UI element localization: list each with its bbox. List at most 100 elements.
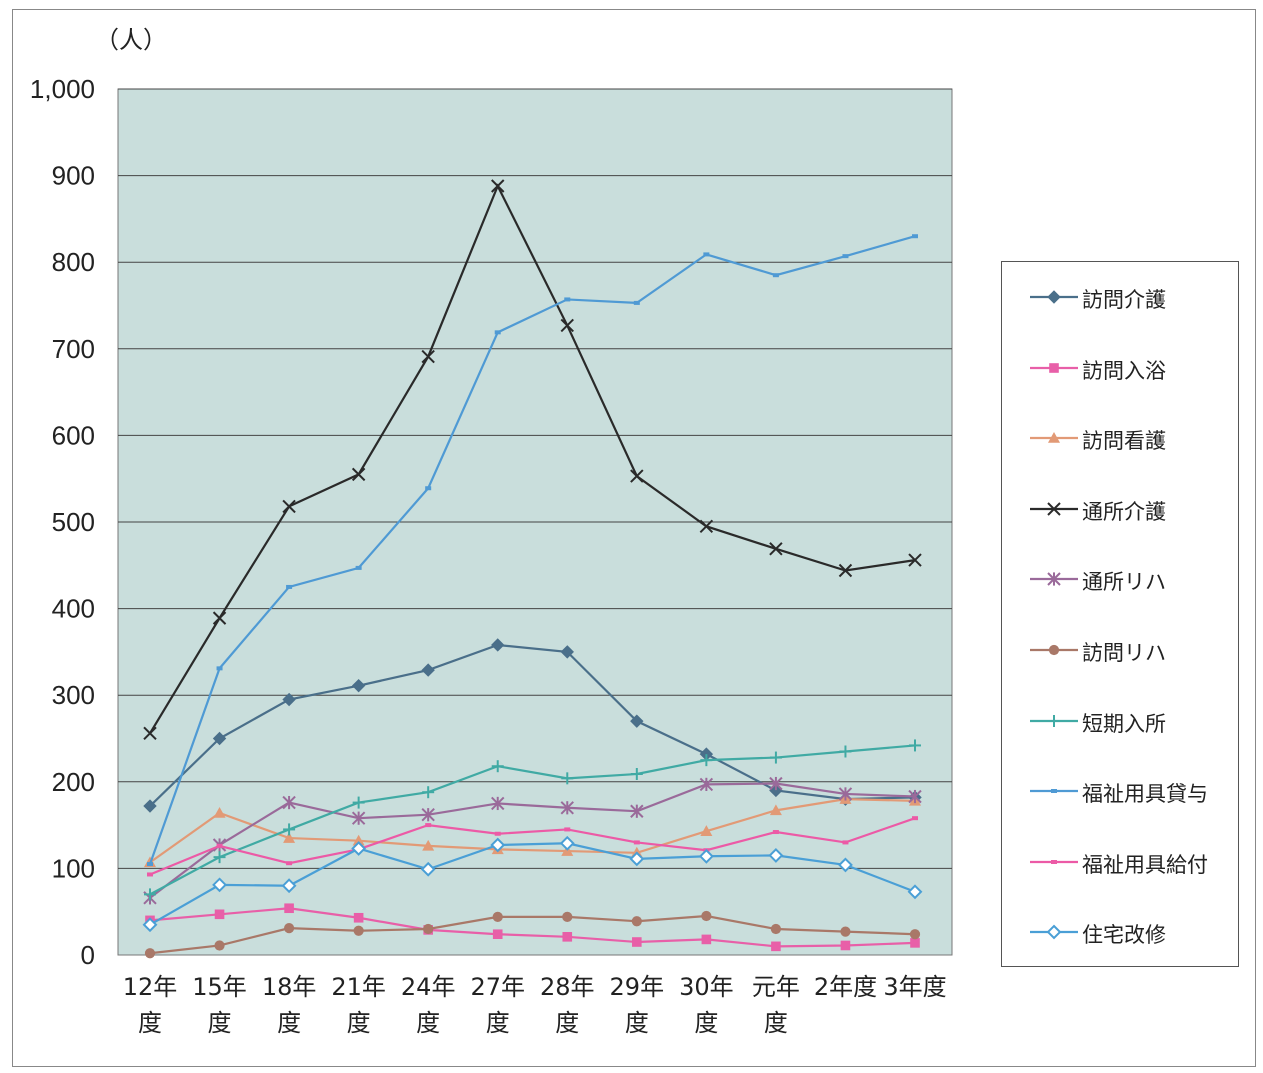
data-point	[564, 297, 571, 302]
data-point	[213, 851, 226, 864]
data-point	[282, 795, 296, 810]
y-tick-label: 100	[52, 853, 95, 883]
legend-label: 住宅改修	[1082, 923, 1166, 948]
x-tick-label-line2: 度	[555, 1009, 579, 1037]
data-point	[282, 692, 296, 707]
data-point	[213, 806, 226, 818]
legend-item: 訪問介護	[1002, 278, 1238, 318]
data-point	[286, 861, 293, 866]
x-tick-label: 27年	[470, 973, 525, 1001]
data-point	[144, 948, 156, 959]
x-tick-label-line2: 度	[694, 1009, 718, 1037]
x-tick-label-line2: 度	[138, 1009, 162, 1037]
legend-label: 訪問看護	[1082, 429, 1166, 454]
series-line	[149, 842, 916, 926]
data-point	[491, 760, 504, 773]
data-point	[143, 799, 157, 813]
y-tick-label: 0	[81, 940, 95, 970]
y-tick-label: 200	[52, 767, 95, 797]
series-住宅改修	[142, 835, 923, 933]
x-tick-label: 30年	[679, 973, 734, 1001]
data-point	[421, 349, 435, 364]
y-tick-label: 500	[52, 507, 95, 537]
series-通所介護	[143, 179, 922, 741]
y-tick-label: 1,000	[30, 74, 95, 104]
data-point	[559, 835, 575, 851]
data-point	[698, 848, 714, 864]
y-tick-label: 800	[52, 247, 95, 277]
data-point	[351, 841, 367, 856]
data-point	[283, 823, 296, 836]
data-point	[286, 584, 293, 589]
series-短期入所	[144, 739, 921, 901]
gridlines	[118, 88, 952, 869]
legend-label: 訪問入浴	[1082, 358, 1166, 383]
data-point	[703, 252, 710, 257]
y-axis-ticks: 0 100 200 300 400 500 600 700 800 900 1,000	[30, 74, 95, 970]
legend-item: 福祉用具給付	[1002, 843, 1238, 883]
legend-swatch	[1030, 502, 1078, 516]
x-axis-ticks: 12年度15年度18年度21年度24年度27年度28年度29年度30年度元年度2…	[123, 973, 947, 1037]
data-point	[700, 825, 713, 836]
x-tick-label: 元年	[752, 973, 800, 1001]
legend-item: 通所リハ	[1002, 560, 1238, 600]
data-point	[282, 499, 296, 514]
data-point	[769, 542, 783, 556]
data-point	[701, 934, 712, 945]
data-point	[630, 768, 643, 781]
data-point	[772, 830, 779, 835]
data-point	[838, 563, 853, 578]
data-point	[631, 916, 642, 927]
data-point	[838, 857, 853, 873]
data-point	[701, 910, 712, 922]
x-tick-label-line2: 度	[486, 1009, 510, 1037]
data-point	[842, 840, 849, 845]
x-tick-label: 15年	[192, 973, 247, 1001]
x-tick-label-line2: 度	[347, 1009, 371, 1037]
data-point	[143, 726, 157, 741]
legend-label: 通所介護	[1082, 499, 1166, 524]
data-point	[700, 754, 713, 767]
x-tick-label-line2: 度	[277, 1009, 301, 1037]
data-point	[842, 254, 849, 259]
data-point	[912, 234, 918, 239]
data-point	[355, 565, 362, 570]
data-point	[212, 731, 227, 746]
series-訪問リハ	[144, 910, 921, 959]
data-point	[630, 714, 644, 728]
legend: 訪問介護 訪問入浴 訪問看護 通所介護 通所リハ 訪問リハ 短期入所 福祉用具貸与 福祉用具給付…	[1001, 261, 1239, 967]
data-point	[908, 553, 922, 567]
data-point	[214, 940, 225, 951]
data-point	[144, 888, 156, 901]
data-point	[422, 786, 435, 799]
legend-item: 福祉用具貸与	[1002, 772, 1238, 812]
series-line	[149, 907, 916, 948]
data-point	[351, 811, 366, 825]
data-point	[840, 926, 851, 937]
legend-label: 訪問介護	[1082, 288, 1166, 312]
data-point	[214, 909, 225, 920]
data-point	[421, 663, 435, 677]
series-lines	[142, 179, 923, 959]
legend-item: 訪問看護	[1002, 419, 1238, 459]
data-point	[422, 839, 435, 851]
data-point	[909, 739, 921, 752]
data-point	[630, 469, 644, 483]
data-point	[147, 872, 153, 877]
x-tick-label: 24年	[401, 973, 456, 1001]
y-tick-label: 900	[52, 161, 95, 191]
data-point	[562, 911, 573, 922]
data-point	[283, 923, 295, 934]
data-point	[840, 940, 851, 951]
data-point	[216, 666, 223, 671]
legend-swatch	[1030, 572, 1078, 587]
data-point	[494, 330, 501, 335]
legend-swatch	[1030, 290, 1078, 304]
legend-item: 短期入所	[1002, 702, 1238, 742]
data-point	[420, 861, 436, 877]
series-line	[148, 235, 916, 865]
x-tick-label: 2年度	[814, 973, 877, 1001]
x-tick-label: 21年	[331, 973, 386, 1001]
series-line	[149, 817, 916, 876]
y-tick-label: 300	[52, 680, 95, 710]
